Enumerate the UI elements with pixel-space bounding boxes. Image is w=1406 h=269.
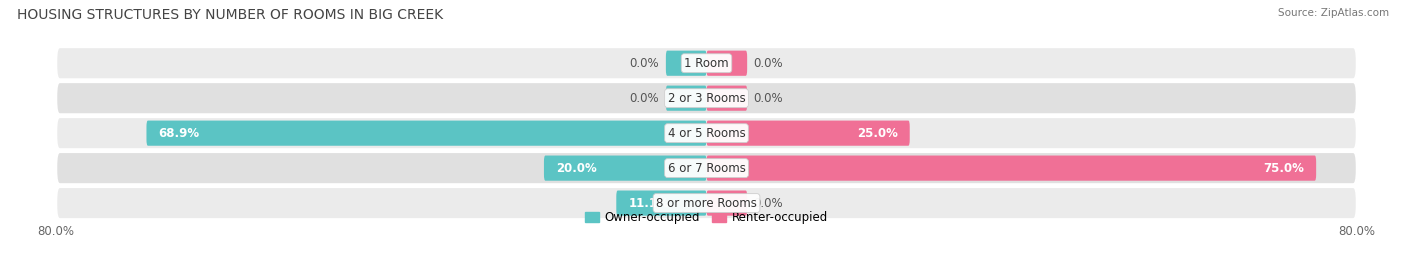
FancyBboxPatch shape bbox=[56, 82, 1357, 114]
Text: 0.0%: 0.0% bbox=[754, 57, 783, 70]
Text: 75.0%: 75.0% bbox=[1263, 162, 1303, 175]
Text: 1 Room: 1 Room bbox=[685, 57, 728, 70]
Text: 68.9%: 68.9% bbox=[159, 127, 200, 140]
Legend: Owner-occupied, Renter-occupied: Owner-occupied, Renter-occupied bbox=[579, 206, 834, 229]
FancyBboxPatch shape bbox=[666, 51, 707, 76]
Text: 0.0%: 0.0% bbox=[754, 197, 783, 210]
Text: 8 or more Rooms: 8 or more Rooms bbox=[657, 197, 756, 210]
Text: 11.1%: 11.1% bbox=[628, 197, 669, 210]
Text: 20.0%: 20.0% bbox=[557, 162, 598, 175]
Text: 2 or 3 Rooms: 2 or 3 Rooms bbox=[668, 92, 745, 105]
Text: Source: ZipAtlas.com: Source: ZipAtlas.com bbox=[1278, 8, 1389, 18]
Text: 0.0%: 0.0% bbox=[630, 57, 659, 70]
FancyBboxPatch shape bbox=[56, 187, 1357, 219]
FancyBboxPatch shape bbox=[56, 47, 1357, 79]
FancyBboxPatch shape bbox=[56, 117, 1357, 149]
FancyBboxPatch shape bbox=[56, 152, 1357, 184]
FancyBboxPatch shape bbox=[666, 86, 707, 111]
FancyBboxPatch shape bbox=[707, 155, 1316, 181]
FancyBboxPatch shape bbox=[707, 51, 747, 76]
Text: 0.0%: 0.0% bbox=[630, 92, 659, 105]
Text: 0.0%: 0.0% bbox=[754, 92, 783, 105]
FancyBboxPatch shape bbox=[616, 190, 707, 216]
Text: HOUSING STRUCTURES BY NUMBER OF ROOMS IN BIG CREEK: HOUSING STRUCTURES BY NUMBER OF ROOMS IN… bbox=[17, 8, 443, 22]
FancyBboxPatch shape bbox=[707, 86, 747, 111]
FancyBboxPatch shape bbox=[707, 121, 910, 146]
FancyBboxPatch shape bbox=[707, 190, 747, 216]
FancyBboxPatch shape bbox=[146, 121, 707, 146]
Text: 25.0%: 25.0% bbox=[856, 127, 897, 140]
FancyBboxPatch shape bbox=[544, 155, 707, 181]
Text: 6 or 7 Rooms: 6 or 7 Rooms bbox=[668, 162, 745, 175]
Text: 4 or 5 Rooms: 4 or 5 Rooms bbox=[668, 127, 745, 140]
